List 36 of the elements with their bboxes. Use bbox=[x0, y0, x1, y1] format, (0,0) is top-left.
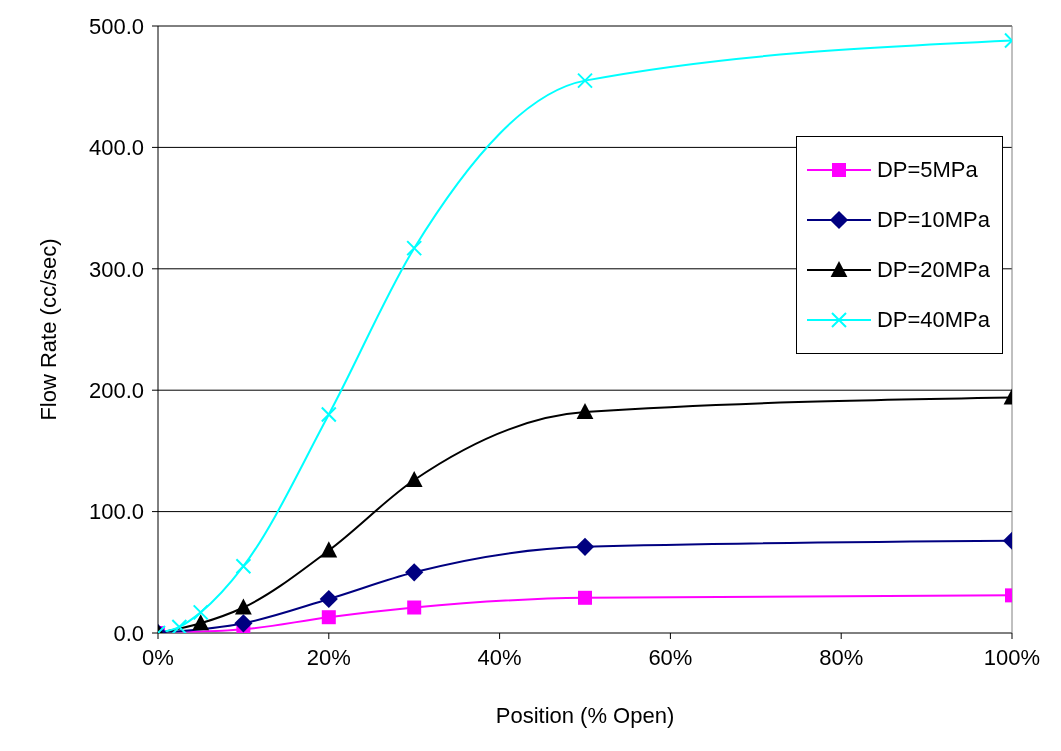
point bbox=[575, 537, 595, 556]
point bbox=[319, 589, 338, 609]
point bbox=[405, 470, 423, 488]
point bbox=[192, 614, 210, 631]
point bbox=[407, 600, 422, 615]
point bbox=[234, 614, 253, 633]
point bbox=[171, 618, 188, 633]
point bbox=[235, 598, 252, 615]
point bbox=[578, 590, 592, 605]
legend-label: DP=40MPa bbox=[876, 307, 990, 333]
point bbox=[405, 563, 424, 582]
y-tick-label: 500.0 bbox=[88, 13, 144, 39]
y-tick-label: 0.0 bbox=[113, 620, 144, 646]
point bbox=[406, 240, 423, 257]
point bbox=[576, 402, 594, 420]
y-tick-label: 400.0 bbox=[88, 135, 144, 161]
legend-label: DP=5MPa bbox=[876, 157, 978, 183]
x-tick-label: 100% bbox=[983, 644, 1041, 670]
point bbox=[192, 604, 209, 621]
x-tick-label: 0% bbox=[142, 644, 174, 670]
x-axis-title: Position (% Open) bbox=[495, 703, 675, 728]
y-tick-label: 200.0 bbox=[88, 378, 144, 404]
point bbox=[321, 610, 336, 625]
x-tick-label: 80% bbox=[819, 644, 864, 670]
x-tick-label: 60% bbox=[648, 644, 693, 670]
x-tick-label: 20% bbox=[306, 644, 351, 670]
y-tick-label: 100.0 bbox=[88, 499, 144, 525]
y-tick-label: 300.0 bbox=[88, 256, 144, 282]
x-tick-label: 40% bbox=[477, 644, 522, 670]
legend-label: DP=10MPa bbox=[876, 207, 990, 233]
legend-label: DP=20MPa bbox=[876, 257, 990, 283]
point bbox=[577, 72, 593, 89]
point bbox=[320, 541, 338, 558]
point bbox=[235, 558, 252, 575]
y-axis-title: Flow Rate (cc/sec) bbox=[35, 238, 61, 421]
point bbox=[320, 406, 337, 423]
